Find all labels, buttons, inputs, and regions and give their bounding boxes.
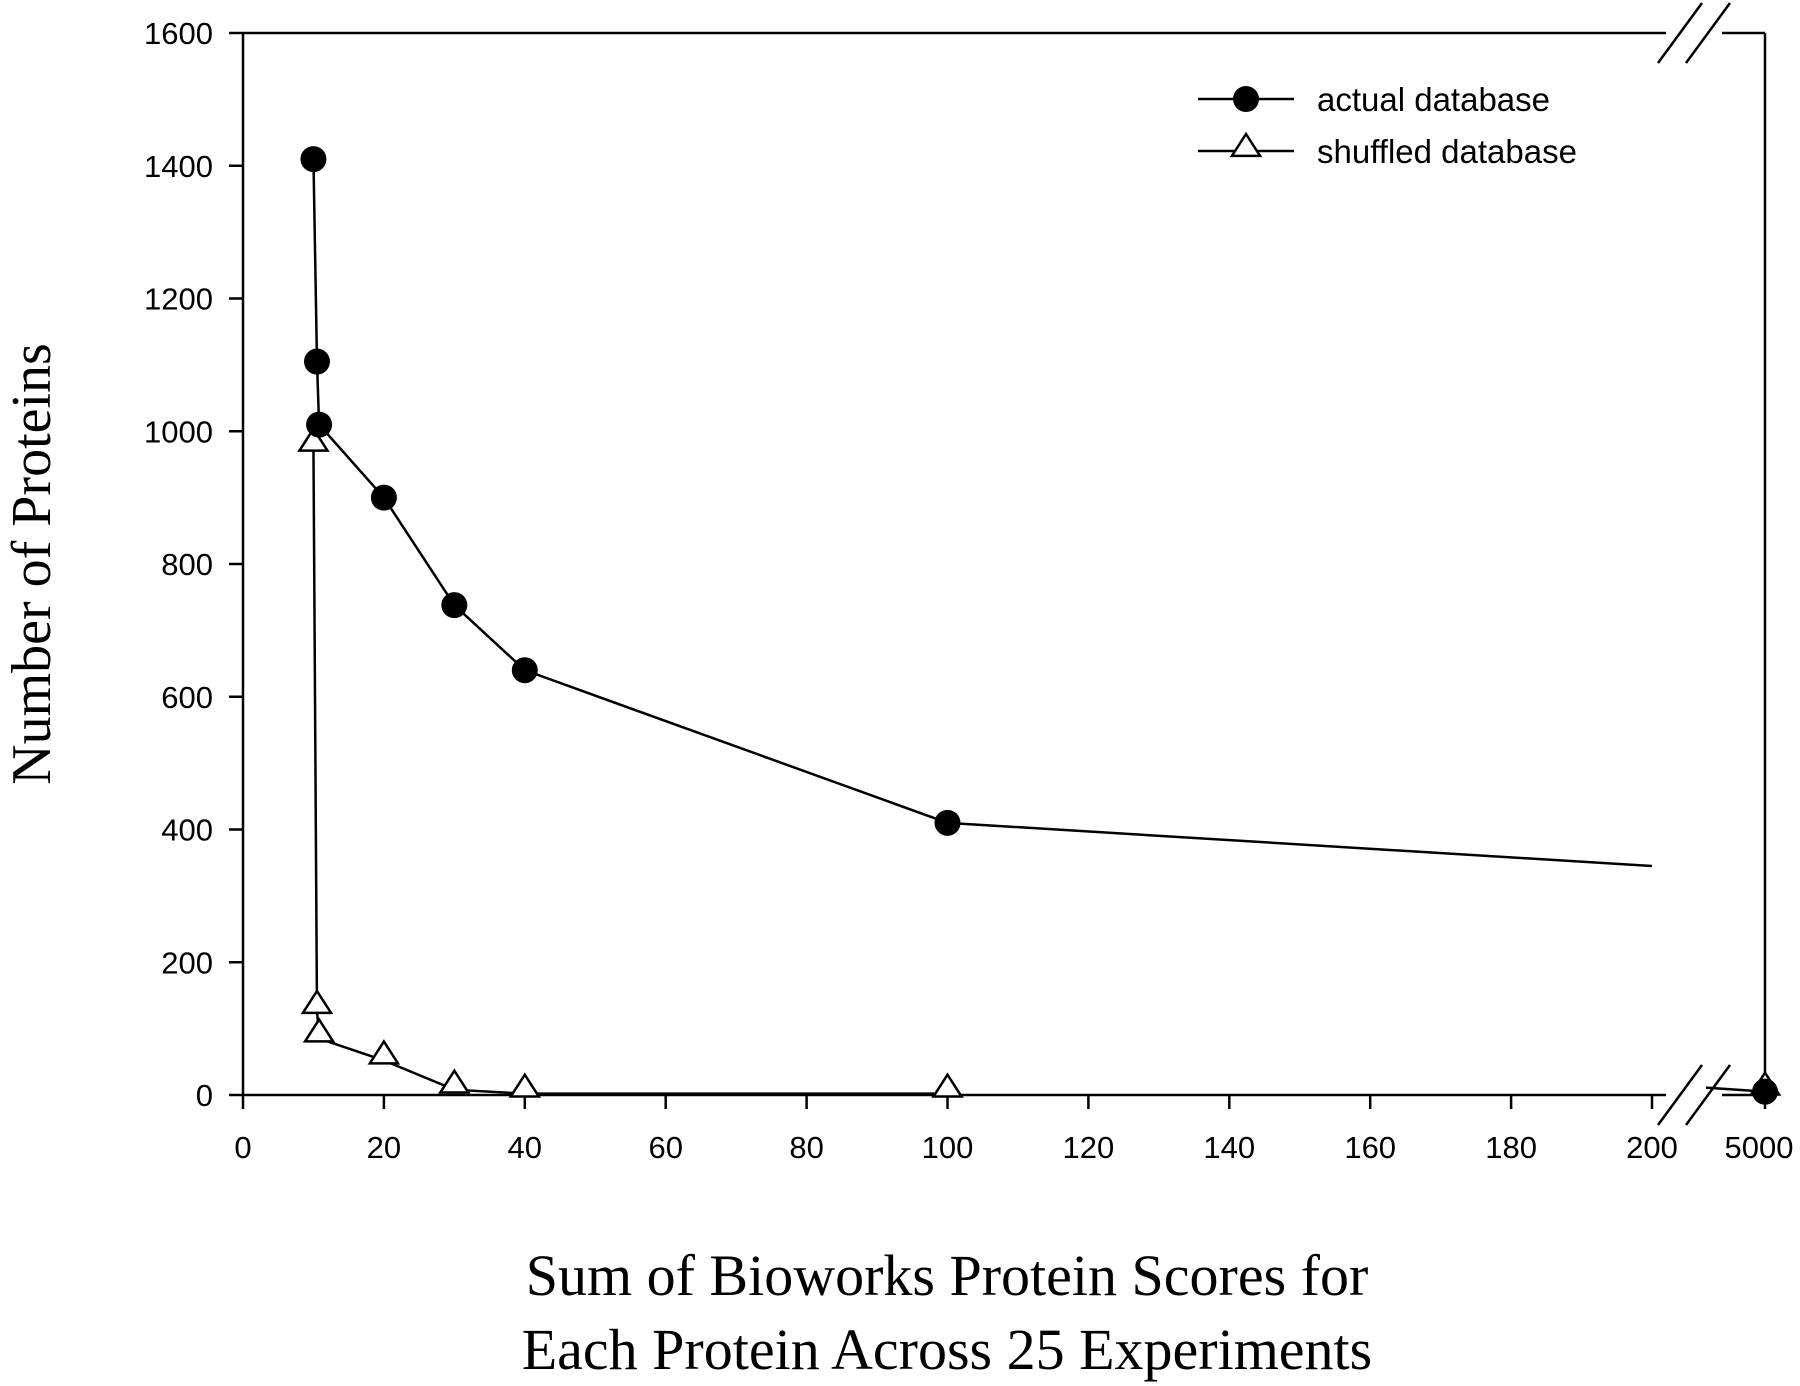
y-tick-label-0: 0 <box>196 1078 213 1113</box>
y-tick-label-1400: 1400 <box>144 149 213 184</box>
x-tick-label-40: 40 <box>508 1130 542 1165</box>
x-tick-label-100: 100 <box>922 1130 974 1165</box>
actual-point-7 <box>1752 1078 1778 1105</box>
y-tick-label-800: 800 <box>161 547 213 582</box>
y-tick-label-1600: 1600 <box>144 16 213 51</box>
x-tick-label-60: 60 <box>648 1130 682 1165</box>
actual-point-0 <box>300 146 327 173</box>
shuffled-point-6 <box>931 1072 964 1098</box>
x-tick-label-180: 180 <box>1485 1130 1537 1165</box>
top-axis-break-slash-2 <box>1684 2 1732 64</box>
x-tick-label-120: 120 <box>1063 1130 1115 1165</box>
x-axis-title-line-1: Sum of Bioworks Protein Scores for <box>526 1243 1369 1308</box>
shuffled-point-0 <box>297 426 330 452</box>
shuffled-point-5 <box>508 1072 542 1098</box>
y-tick-label-200: 200 <box>161 945 213 980</box>
top-axis-break-slash-1 <box>1656 2 1704 64</box>
legend-label-actual: actual database <box>1317 81 1550 118</box>
y-tick-label-1000: 1000 <box>144 414 213 449</box>
y-tick-label-400: 400 <box>161 813 213 848</box>
x-tick-label-80: 80 <box>789 1130 823 1165</box>
series-layer <box>297 146 1782 1105</box>
x-tick-label-160: 160 <box>1344 1130 1396 1165</box>
y-axis: 0 200 400 600 800 1000 1200 1400 1600 <box>144 16 243 1113</box>
actual-point-4 <box>441 592 468 619</box>
legend-marker-actual <box>1233 86 1259 112</box>
shuffled-point-4 <box>438 1068 471 1094</box>
actual-point-5 <box>511 657 538 684</box>
actual-point-6 <box>934 809 961 836</box>
x-tick-label-200: 200 <box>1626 1130 1678 1165</box>
bottom-axis-break-slash-1 <box>1656 1064 1704 1126</box>
x-tick-label-0: 0 <box>234 1130 251 1165</box>
bottom-axis-break-slash-2 <box>1684 1064 1732 1126</box>
x-axis: 0 20 40 60 80 100 120 140 160 180 200 5000 <box>234 1095 1793 1165</box>
x-axis-title-line-2: Each Protein Across 25 Experiments <box>522 1317 1373 1382</box>
shuffled-point-2 <box>302 1017 336 1043</box>
legend-marker-shuffled <box>1229 131 1263 158</box>
shuffled-point-1 <box>300 988 334 1015</box>
y-tick-label-1200: 1200 <box>144 282 213 317</box>
actual-point-3 <box>370 484 397 511</box>
actual-point-1 <box>303 348 330 375</box>
shuffled-point-3 <box>367 1039 401 1065</box>
x-tick-label-break: 5000 <box>1725 1130 1794 1165</box>
x-tick-label-140: 140 <box>1203 1130 1255 1165</box>
x-tick-label-20: 20 <box>367 1130 401 1165</box>
actual-point-2 <box>306 411 333 438</box>
y-axis-title: Number of Proteins <box>1 343 63 785</box>
legend: actual database shuffled database <box>1198 81 1577 170</box>
y-tick-label-600: 600 <box>161 680 213 715</box>
legend-label-shuffled: shuffled database <box>1317 133 1577 170</box>
